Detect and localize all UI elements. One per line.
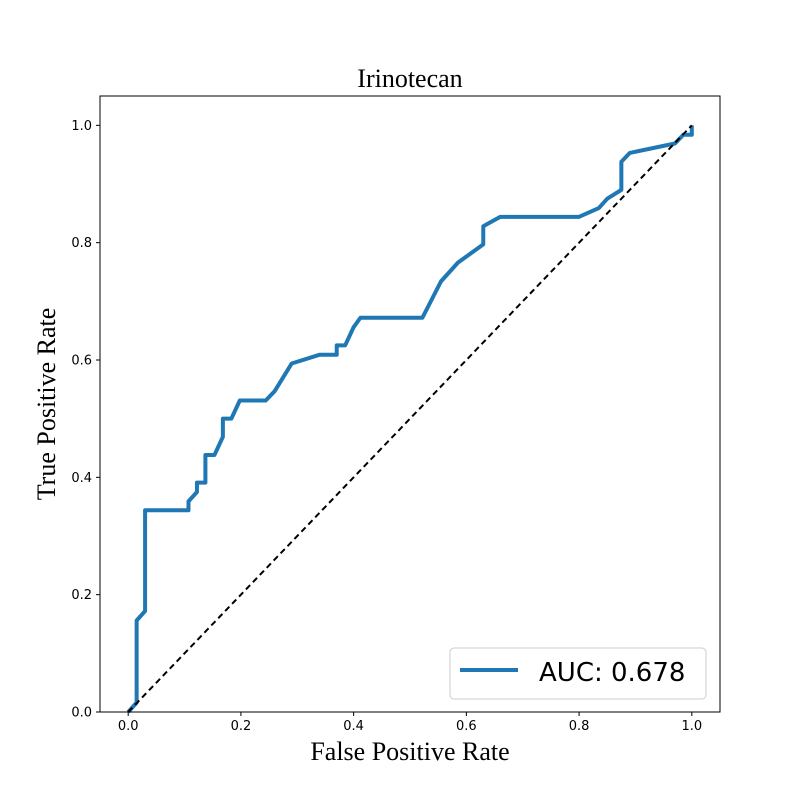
chance-diagonal-line: [127, 124, 693, 713]
x-tick-label: 0.6: [456, 719, 477, 734]
x-tick-label: 0.2: [231, 719, 252, 734]
y-tick-label: 0.2: [71, 588, 92, 603]
legend-label: AUC: 0.678: [539, 658, 685, 688]
legend-box: [449, 647, 707, 700]
y-tick-label: 1.0: [71, 119, 92, 134]
x-tick-label: 0.8: [569, 719, 590, 734]
x-axis: 0.0 0.2 0.4 0.6 0.8 1.0: [118, 712, 702, 734]
y-tick-label: 0.6: [71, 354, 92, 369]
plot-frame: [99, 95, 721, 713]
series-layer: [126, 124, 694, 714]
x-tick-label: 0.4: [343, 719, 364, 734]
y-tick-label: 0.0: [71, 706, 92, 721]
x-tick-label: 1.0: [681, 719, 702, 734]
x-tick-label: 0.0: [118, 719, 139, 734]
chart-title: Irinotecan: [357, 64, 462, 93]
y-tick-label: 0.8: [71, 236, 92, 251]
y-axis: 0.0 0.2 0.4 0.6 0.8 1.0: [71, 119, 100, 721]
x-axis-label: False Positive Rate: [310, 737, 509, 766]
y-tick-label: 0.4: [71, 471, 92, 486]
roc-curve-line: [126, 125, 694, 714]
y-axis-label: True Positive Rate: [32, 308, 61, 501]
legend: AUC: 0.678: [449, 647, 707, 700]
